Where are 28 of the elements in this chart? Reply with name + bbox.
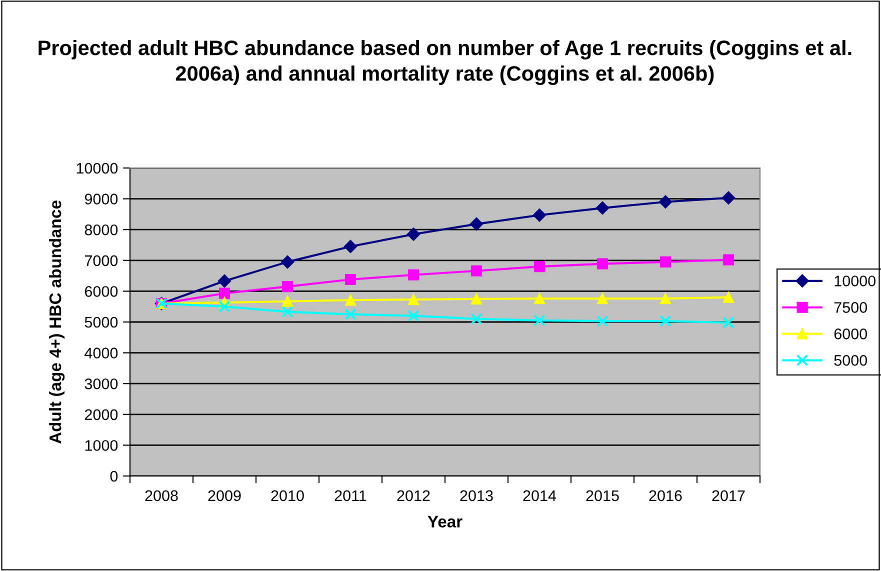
y-tick-label: 8000 bbox=[84, 224, 118, 236]
x-tick-label: 2012 bbox=[397, 490, 430, 502]
x-tick-label: 2016 bbox=[649, 490, 682, 502]
x-tick-label: 2015 bbox=[586, 490, 619, 502]
y-tick-label: 0 bbox=[110, 470, 118, 482]
x-tick-label: 2013 bbox=[460, 490, 493, 502]
y-tick-label: 6000 bbox=[84, 286, 118, 297]
y-tick-label: 9000 bbox=[84, 194, 118, 204]
x-tick-label: 2014 bbox=[523, 490, 556, 502]
x-tick-label: 2008 bbox=[145, 490, 178, 502]
y-tick-label: 10000 bbox=[76, 162, 118, 174]
chart-title: Projected adult HBC abundance based on number of Age 1 recruits (Coggins et al. 2006a) and annual mortality rate (Coggins et al. 2006b) bbox=[38, 40, 852, 86]
x-tick-label: 2017 bbox=[712, 490, 745, 502]
x-axis-title: Year bbox=[428, 516, 462, 528]
y-tick-label: 5000 bbox=[84, 316, 118, 328]
y-tick-label: 3000 bbox=[84, 378, 118, 390]
legend-label: 7500 bbox=[834, 302, 868, 313]
y-tick-label: 4000 bbox=[84, 348, 118, 358]
x-tick-label: 2011 bbox=[334, 490, 366, 502]
y-tick-label: 2000 bbox=[84, 409, 118, 420]
y-tick-label: 1000 bbox=[85, 440, 118, 451]
y-tick-label: 7000 bbox=[84, 255, 118, 266]
legend-label: 6000 bbox=[834, 328, 868, 340]
y-axis-title: Adult (age 4+) HBC abundance bbox=[48, 200, 65, 444]
legend-label: 5000 bbox=[834, 354, 868, 366]
x-tick-label: 2009 bbox=[208, 490, 241, 502]
x-tick-label: 2010 bbox=[271, 490, 304, 502]
legend-label: 10000 bbox=[834, 276, 876, 286]
